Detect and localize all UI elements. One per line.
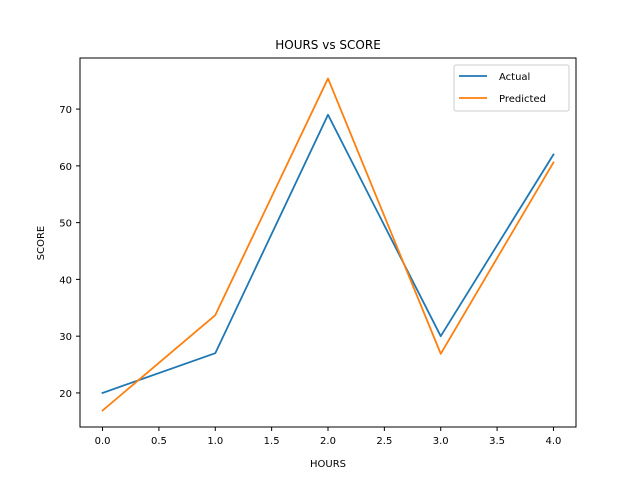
y-axis-ticks: 20 30 40 50 60 70 [59, 105, 80, 400]
x-tick-label: 1.0 [207, 436, 223, 447]
x-axis-label: HOURS [310, 459, 346, 470]
series-lines [101, 77, 555, 412]
x-tick-label: 2.0 [320, 436, 336, 447]
x-tick-label: 3.0 [433, 436, 449, 447]
y-tick-label: 70 [59, 105, 72, 116]
legend: Actual Predicted [453, 64, 570, 112]
x-axis-ticks: 0.0 0.5 1.0 1.5 2.0 2.5 3.0 3.5 4.0 [95, 427, 562, 447]
x-tick-label: 2.5 [376, 436, 392, 447]
legend-label-actual: Actual [499, 72, 530, 83]
x-tick-label: 0.5 [151, 436, 167, 447]
legend-label-predicted: Predicted [499, 94, 546, 105]
series-line-actual [101, 113, 555, 395]
y-axis-label: SCORE [36, 226, 47, 260]
y-tick-label: 50 [59, 219, 72, 230]
y-tick-label: 30 [59, 332, 72, 343]
y-tick-label: 40 [59, 275, 72, 286]
x-tick-label: 4.0 [546, 436, 562, 447]
chart-title: HOURS vs SCORE [275, 38, 381, 52]
y-tick-label: 20 [59, 389, 72, 400]
y-tick-label: 60 [59, 162, 72, 173]
plot-frame [79, 57, 577, 428]
x-tick-label: 0.0 [95, 436, 111, 447]
x-tick-label: 1.5 [264, 436, 280, 447]
x-tick-label: 3.5 [489, 436, 505, 447]
series-line-predicted [101, 77, 555, 412]
